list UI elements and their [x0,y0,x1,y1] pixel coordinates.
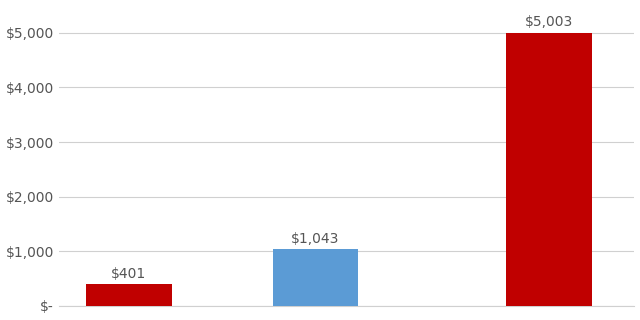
Text: $5,003: $5,003 [525,15,573,29]
Bar [506,33,591,306]
Text: $401: $401 [111,267,147,281]
Text: $1,043: $1,043 [291,232,340,246]
Bar [273,249,358,306]
Bar [86,284,172,306]
